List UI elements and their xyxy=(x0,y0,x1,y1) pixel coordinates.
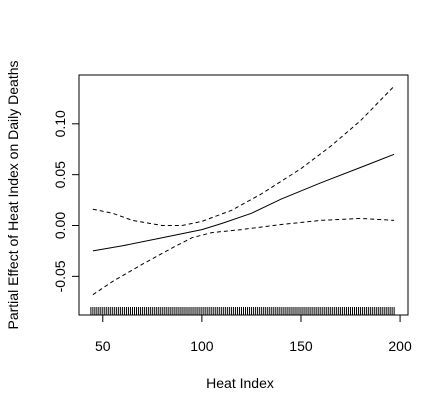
confidence-band-line-1 xyxy=(92,217,395,296)
y-tick-label: 0.05 xyxy=(52,161,68,188)
plot-frame xyxy=(78,74,409,316)
plot-lines xyxy=(92,85,395,296)
y-axis: -0.05 0.00 0.05 0.10 xyxy=(52,110,80,292)
fit-line-0 xyxy=(92,153,395,252)
y-axis-label: Partial Effect of Heat Index on Daily De… xyxy=(5,61,21,330)
x-tick-label: 200 xyxy=(388,338,412,354)
y-tick-label: -0.05 xyxy=(52,260,68,292)
y-tick-label: 0.10 xyxy=(52,110,68,137)
x-tick-label: 150 xyxy=(289,338,313,354)
x-axis: 50 100 150 200 xyxy=(95,314,412,354)
y-tick-label: 0.00 xyxy=(52,212,68,239)
x-tick-label: 100 xyxy=(190,338,214,354)
x-tick-label: 50 xyxy=(95,338,111,354)
x-axis-label: Heat Index xyxy=(206,375,274,391)
rug-marks xyxy=(90,307,395,315)
confidence-band-line-2 xyxy=(92,85,395,226)
